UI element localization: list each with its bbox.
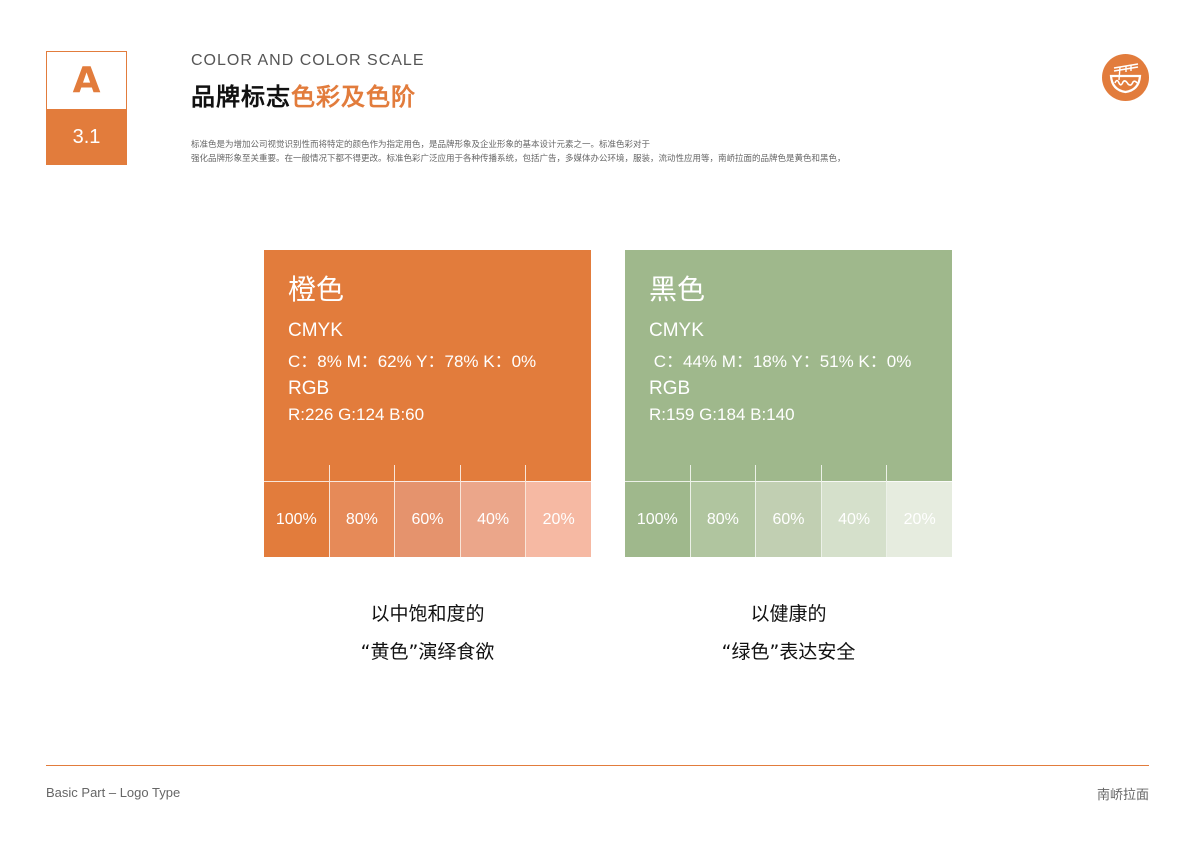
scale-step-40: 40% bbox=[459, 465, 526, 557]
noodle-bowl-logo-icon bbox=[1102, 54, 1149, 101]
orange-caption: 以中饱和度的 “黄色”演绎食欲 bbox=[264, 595, 591, 671]
scale-cell: 60% bbox=[756, 481, 821, 557]
cmyk-label: CMYK bbox=[649, 320, 704, 341]
green-color-swatch: 黑色 CMYK C：44% M：18% Y：51% K：0% RGB R:159… bbox=[625, 250, 952, 557]
section-number: 3.1 bbox=[72, 125, 101, 148]
scale-cell: 60% bbox=[395, 481, 460, 557]
scale-cell: 80% bbox=[329, 481, 395, 557]
page-title-chinese: 品牌标志色彩及色阶 bbox=[191, 77, 416, 112]
scale-step-100: 100% bbox=[264, 465, 329, 557]
intro-line-2: 强化品牌形象至关重要。在一般情况下都不得更改。标准色彩广泛应用于各种传播系统，包… bbox=[191, 154, 846, 164]
green-caption: 以健康的 “绿色”表达安全 bbox=[625, 595, 952, 671]
scale-cell: 80% bbox=[690, 481, 756, 557]
scale-cell: 20% bbox=[887, 481, 952, 557]
color-scale: 100% 80% 60% 40% 20% bbox=[625, 465, 952, 557]
scale-step-20: 20% bbox=[886, 465, 952, 557]
rgb-label: RGB bbox=[649, 378, 691, 399]
scale-step-100: 100% bbox=[625, 465, 690, 557]
cmyk-value: C：44% M：18% Y：51% K：0% bbox=[649, 352, 912, 371]
scale-cell: 40% bbox=[821, 481, 887, 557]
rgb-label: RGB bbox=[288, 378, 330, 399]
orange-color-swatch: 橙色 CMYK C：8% M：62% Y：78% K：0% RGB R:226 … bbox=[264, 250, 591, 557]
cmyk-value: C：8% M：62% Y：78% K：0% bbox=[288, 352, 537, 371]
footer-brand-name: 南峤拉面 bbox=[1096, 788, 1149, 803]
scale-cell: 20% bbox=[526, 481, 591, 557]
scale-cell: 100% bbox=[625, 481, 690, 557]
title-highlight: 色彩及色阶 bbox=[291, 83, 416, 111]
caption-line-1: 以中饱和度的 bbox=[370, 603, 485, 625]
swatch-name: 橙色 bbox=[288, 273, 345, 306]
caption-line-2: “黄色”演绎食欲 bbox=[360, 641, 495, 663]
rgb-value: R:226 G:124 B:60 bbox=[288, 405, 425, 424]
footer-section-label: Basic Part – Logo Type bbox=[46, 785, 181, 800]
scale-step-80: 80% bbox=[689, 465, 756, 557]
intro-text: 标准色是为增加公司视觉识别性而将特定的颜色作为指定用色，是品牌形象及企业形象的基… bbox=[191, 138, 991, 166]
scale-step-20: 20% bbox=[525, 465, 591, 557]
swatch-name: 黑色 bbox=[649, 273, 706, 306]
scale-step-40: 40% bbox=[820, 465, 887, 557]
rgb-value: R:159 G:184 B:140 bbox=[649, 405, 795, 424]
scale-step-80: 80% bbox=[328, 465, 395, 557]
caption-line-2: “绿色”表达安全 bbox=[721, 641, 856, 663]
scale-cell: 40% bbox=[460, 481, 526, 557]
scale-cell: 100% bbox=[264, 481, 329, 557]
footer-divider bbox=[46, 765, 1149, 766]
color-scale: 100% 80% 60% 40% 20% bbox=[264, 465, 591, 557]
page-title-english: COLOR AND COLOR SCALE bbox=[191, 52, 425, 69]
section-letter-box: A bbox=[47, 52, 126, 109]
caption-line-1: 以健康的 bbox=[750, 603, 827, 625]
section-number-box: 3.1 bbox=[47, 109, 126, 165]
cmyk-label: CMYK bbox=[288, 320, 343, 341]
intro-line-1: 标准色是为增加公司视觉识别性而将特定的颜色作为指定用色，是品牌形象及企业形象的基… bbox=[191, 140, 651, 150]
section-letter: A bbox=[72, 60, 101, 101]
title-main: 品牌标志 bbox=[191, 83, 291, 111]
scale-step-60: 60% bbox=[755, 465, 821, 557]
scale-step-60: 60% bbox=[394, 465, 460, 557]
section-badge: A 3.1 bbox=[46, 51, 127, 165]
